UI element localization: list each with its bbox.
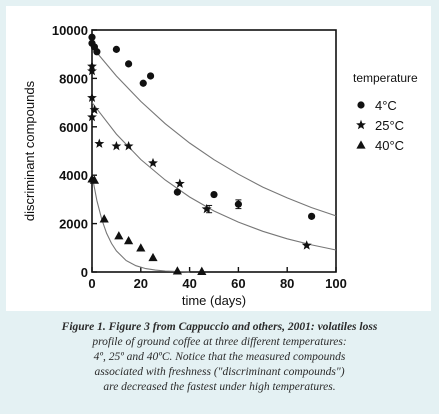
data-point-triangle	[99, 214, 109, 223]
y-axis-title: discriminant compounds	[22, 80, 37, 221]
data-point-circle	[125, 60, 133, 68]
y-tick-label: 8000	[59, 71, 88, 86]
caption-line: associated with freshness ("discriminant…	[94, 366, 345, 378]
data-point-star	[201, 203, 212, 214]
data-point-star	[94, 138, 105, 148]
data-point-triangle	[148, 252, 158, 262]
data-point-star	[174, 178, 185, 188]
data-point-triangle	[114, 231, 124, 240]
data-point-circle	[146, 72, 155, 80]
y-tick-label: 4000	[59, 168, 88, 183]
fit-curve	[91, 46, 337, 217]
y-tick-label: 10000	[52, 23, 88, 38]
data-point-circle	[88, 33, 96, 41]
y-tick-label: 0	[81, 265, 88, 280]
legend-marker-star	[356, 119, 366, 130]
x-tick-label: 100	[325, 276, 347, 291]
caption-line: Figure 1. Figure 3 from Cappuccio and ot…	[61, 321, 378, 333]
legend-label: 40°C	[375, 138, 404, 153]
data-point-circle	[308, 212, 316, 220]
figure-panel: 0 20 40 60 80 100 0 2000 4000 6000 8000 10000 time (…	[6, 6, 431, 311]
data-point-triangle	[89, 175, 100, 184]
data-point-triangle	[172, 266, 182, 275]
data-point-triangle	[136, 243, 146, 252]
data-point-triangle	[124, 235, 134, 245]
caption-line: are decreased the fastest under high tem…	[103, 381, 336, 393]
legend-label: 25°C	[375, 118, 404, 133]
legend-label: 4°C	[375, 98, 397, 113]
x-tick-label: 40	[182, 276, 196, 291]
data-point-star	[87, 111, 97, 122]
data-point-triangle	[197, 266, 207, 275]
caption-line: 4º, 25º and 40ºC. Notice that the measur…	[93, 351, 346, 363]
legend-marker-triangle	[356, 140, 366, 149]
legend-marker-circle	[357, 101, 365, 109]
fit-curve	[91, 102, 337, 251]
data-point-star	[148, 157, 158, 168]
data-point-circle	[112, 45, 120, 53]
x-tick-label: 0	[88, 276, 95, 291]
data-point-circle	[210, 190, 218, 199]
data-point-circle	[93, 48, 101, 56]
data-point-star	[87, 92, 97, 102]
y-tick-label: 6000	[59, 120, 88, 135]
data-point-star	[123, 141, 134, 151]
legend-title: temperature	[353, 71, 418, 85]
scatter-chart: 0 20 40 60 80 100 0 2000 4000 6000 8000 10000 time (…	[22, 23, 418, 308]
x-axis-title: time (days)	[182, 293, 246, 308]
data-point-circle	[139, 79, 147, 87]
plot-frame	[91, 29, 337, 273]
data-point-star	[87, 65, 97, 76]
data-point-star	[301, 240, 312, 250]
data-point-star	[87, 61, 97, 71]
x-tick-label: 20	[134, 276, 148, 291]
caption-line: profile of ground coffee at three differ…	[92, 336, 347, 348]
y-tick-label: 2000	[59, 217, 88, 232]
data-point-star	[111, 141, 122, 151]
x-tick-label: 80	[280, 276, 294, 291]
x-tick-label: 60	[231, 276, 245, 291]
fit-curve	[91, 175, 190, 273]
data-point-circle	[173, 188, 181, 196]
figure-caption: Figure 1. Figure 3 from Cappuccio and ot…	[10, 320, 429, 395]
data-point-star	[89, 104, 100, 115]
